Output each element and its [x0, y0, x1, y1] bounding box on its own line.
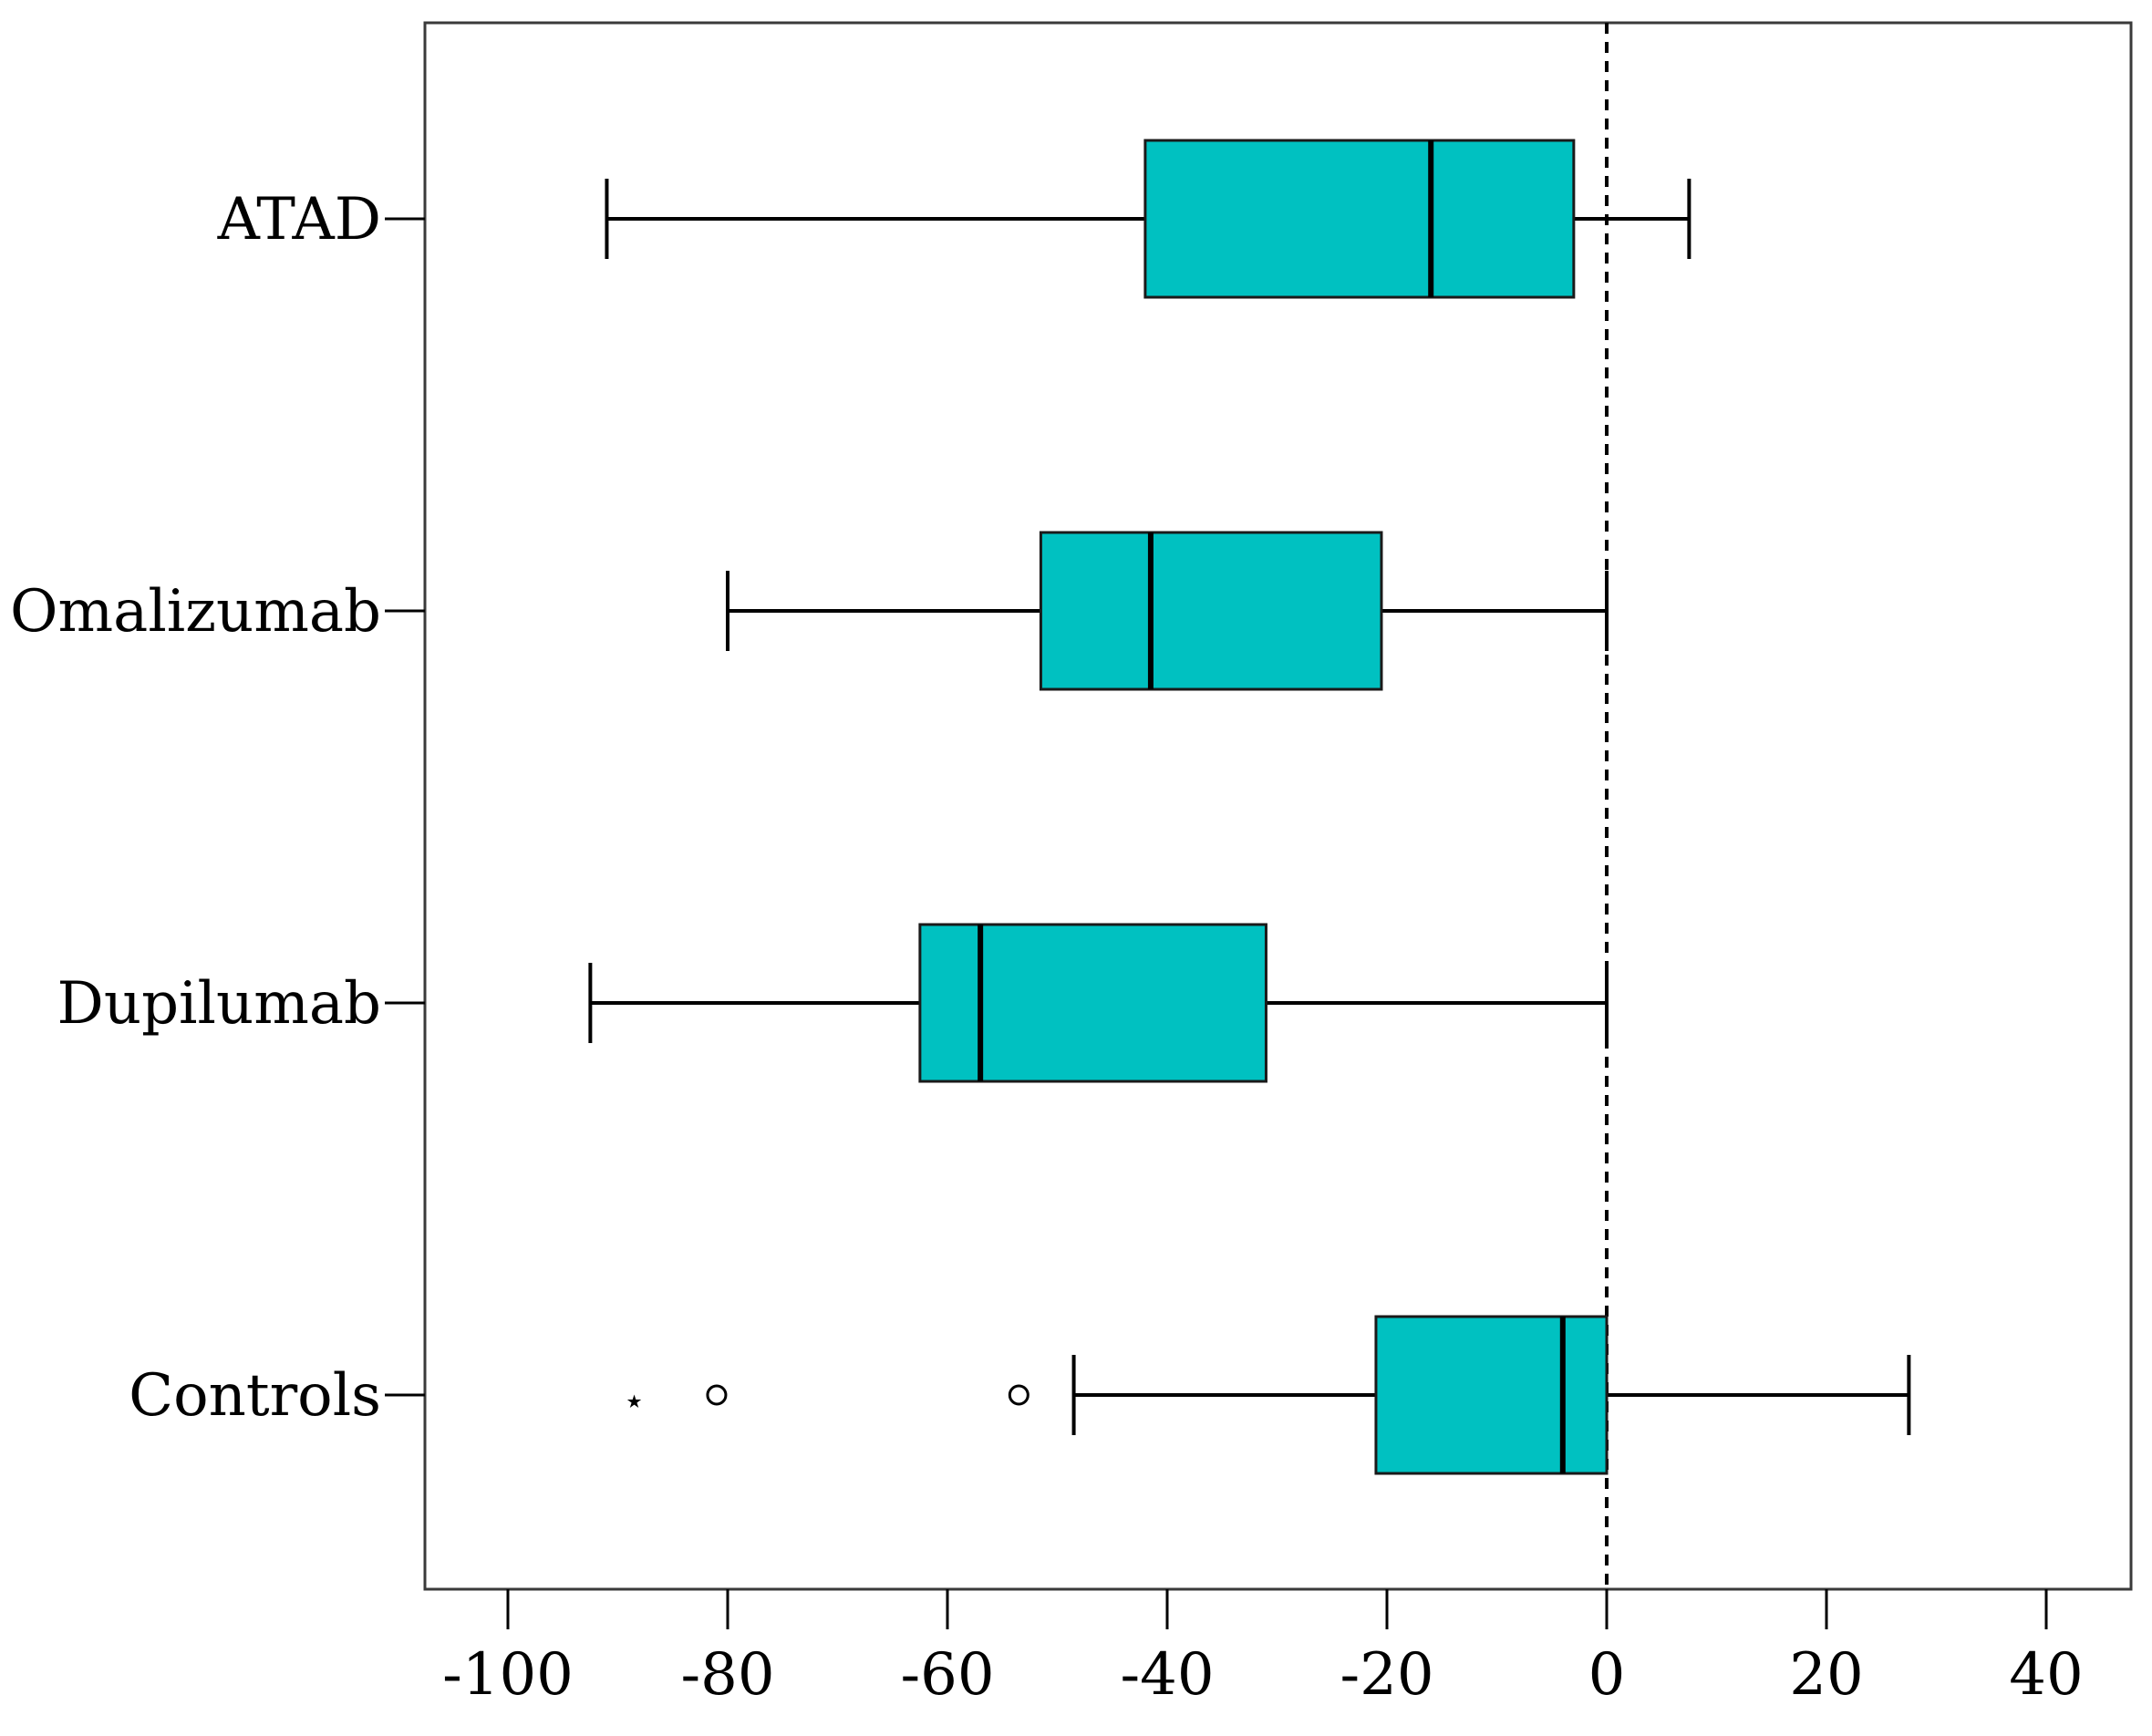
- box-group-atad: [605, 139, 1692, 299]
- outlier-controls-1: [1008, 1384, 1029, 1406]
- box-controls: [1374, 1315, 1609, 1475]
- outlier-controls-0: [706, 1384, 728, 1406]
- category-label-omalizumab: Omalizumab: [10, 578, 381, 646]
- x-tick-label-1: -80: [680, 1641, 774, 1709]
- category-label-dupilumab: Dupilumab: [57, 970, 381, 1038]
- x-tick-label-6: 20: [1789, 1641, 1863, 1709]
- box-group-controls: ⋆: [623, 1315, 1911, 1475]
- box-atad: [1143, 139, 1576, 299]
- category-label-controls: Controls: [129, 1362, 381, 1430]
- extreme-controls-0: ⋆: [623, 1380, 646, 1422]
- x-tick-label-2: -60: [900, 1641, 994, 1709]
- box-group-omalizumab: [726, 531, 1609, 691]
- plot-frame: [423, 21, 2133, 1591]
- x-tick-label-3: -40: [1120, 1641, 1214, 1709]
- x-tick-label-4: -20: [1340, 1641, 1433, 1709]
- x-tick-label-7: 40: [2009, 1641, 2083, 1709]
- box-omalizumab: [1039, 531, 1383, 691]
- category-label-atad: ATAD: [217, 186, 381, 253]
- x-tick-label-5: 0: [1588, 1641, 1626, 1709]
- box-group-dupilumab: [588, 923, 1609, 1083]
- box-dupilumab: [918, 923, 1267, 1083]
- x-tick-label-0: -100: [442, 1641, 574, 1709]
